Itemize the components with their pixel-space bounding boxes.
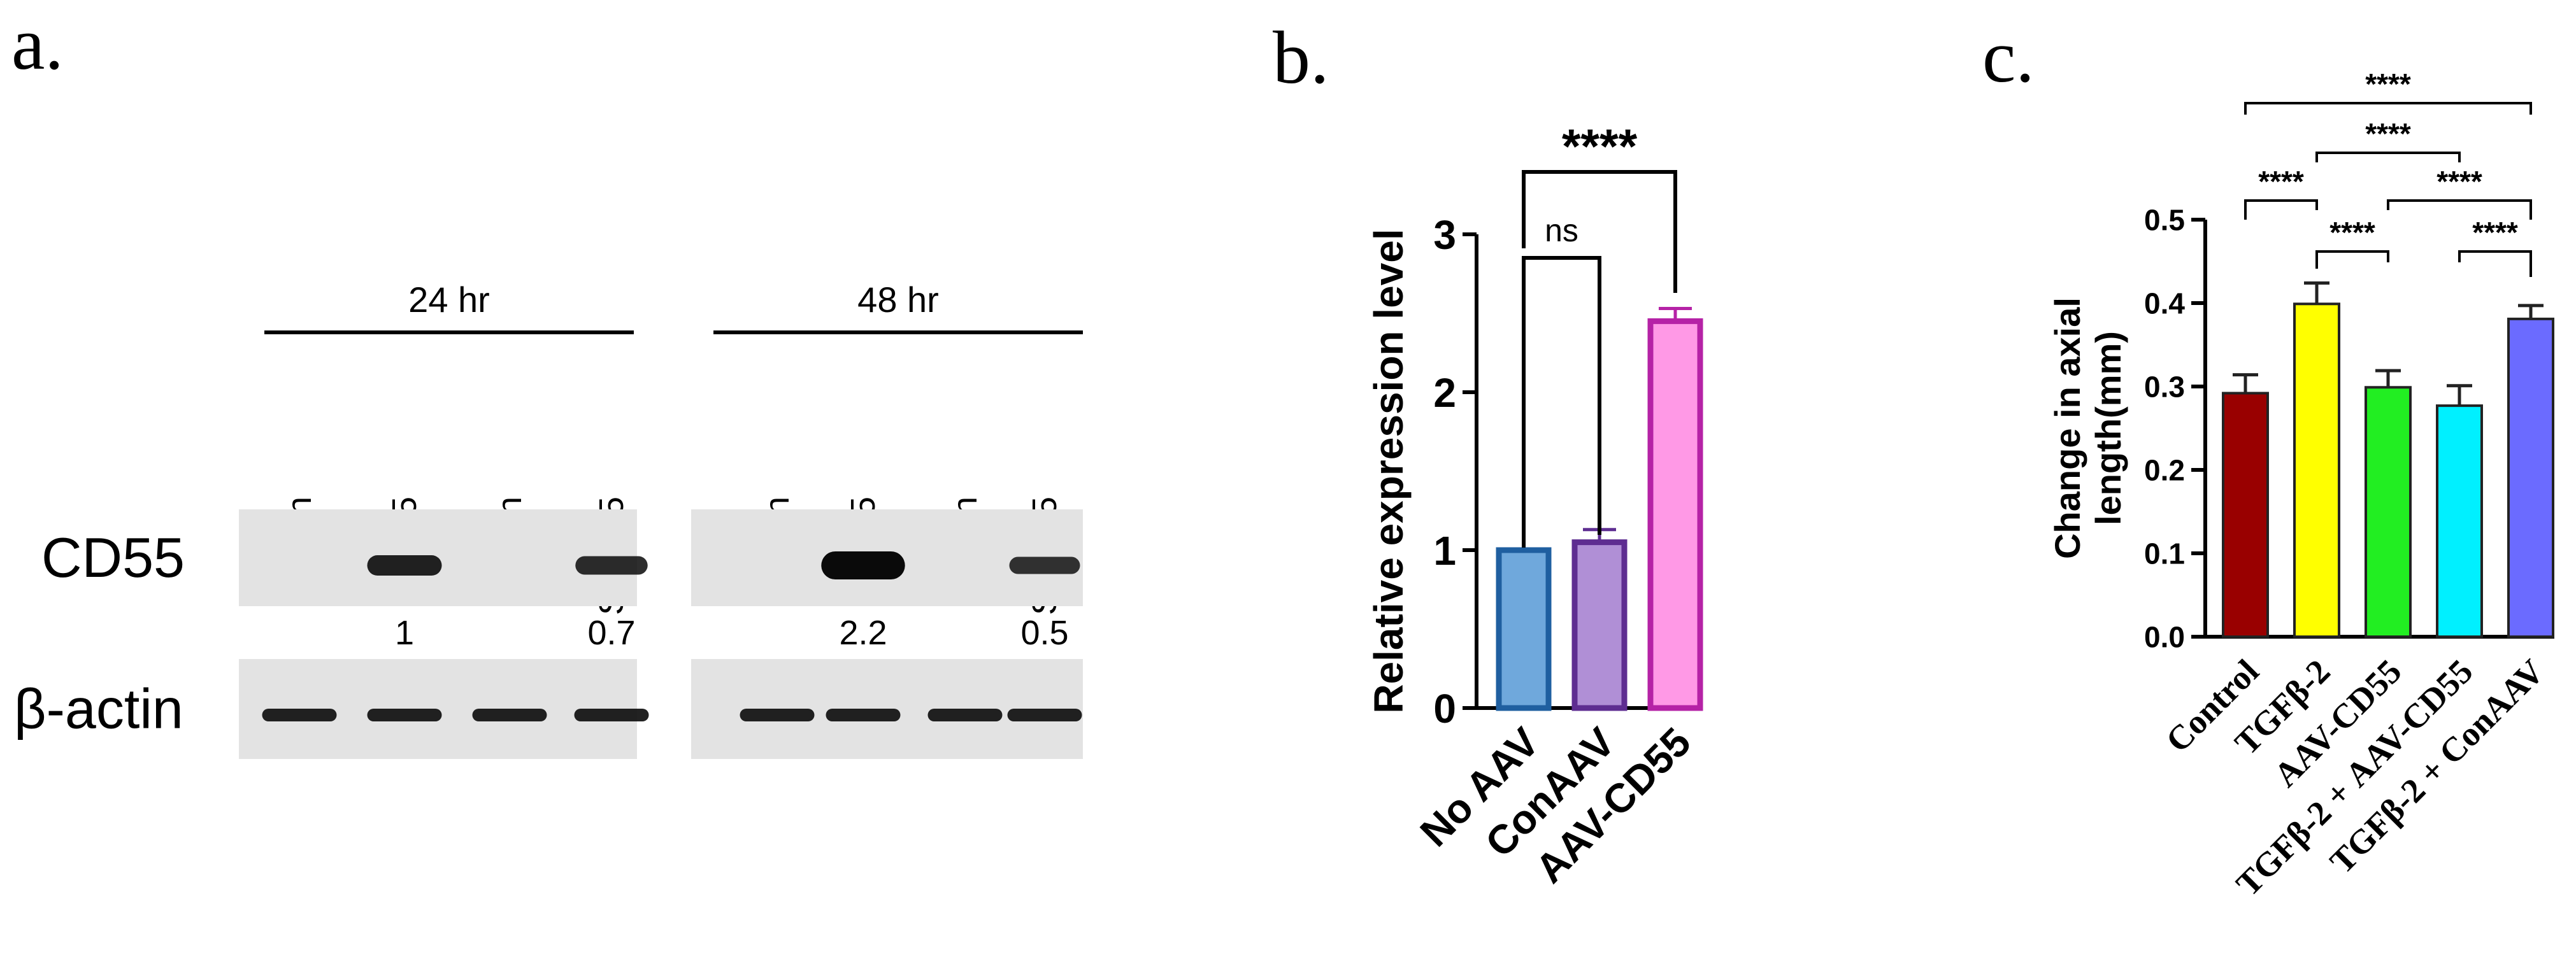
significance-bracket (2315, 250, 2389, 269)
blot-band (740, 709, 815, 721)
panel-b-label: b. (1273, 16, 1329, 99)
bar (1571, 539, 1628, 711)
band-quantification: 0.5 (1020, 614, 1068, 652)
time-group-label: 24 hr (408, 280, 490, 320)
blot-band (367, 555, 442, 576)
blot-band (1007, 709, 1082, 721)
y-tick-label: 0.5 (2144, 204, 2185, 237)
y-tick-label: 0.4 (2144, 287, 2185, 320)
bar (1647, 318, 1703, 711)
blot-band (367, 709, 442, 721)
y-tick-label: 0.3 (2144, 371, 2185, 404)
significance-bracket (2458, 250, 2532, 277)
blot-label: CD55 (41, 526, 185, 589)
bar (2365, 386, 2412, 638)
y-tick-label: 3 (1433, 212, 1456, 258)
significance-label: **** (2329, 216, 2375, 249)
bar (1496, 547, 1552, 711)
significance-label: **** (2258, 165, 2304, 198)
band-quantification: 2.2 (839, 614, 887, 652)
significance-bracket (2244, 102, 2532, 115)
significance-bracket (2315, 152, 2461, 162)
significance-label: **** (1562, 120, 1638, 174)
significance-label: **** (2472, 216, 2518, 249)
significance-bracket (1522, 256, 1601, 548)
band-quantification: 0.7 (587, 614, 635, 652)
y-tick-label: 0.0 (2144, 621, 2185, 654)
blot-band (575, 556, 648, 575)
chart-c: 0.00.10.20.30.40.5ControlTGFβ-2AAV-CD55T… (2047, 67, 2554, 904)
panel-a-label: a. (11, 2, 64, 85)
y-tick-label: 0 (1433, 686, 1456, 732)
blot-band (821, 551, 905, 579)
blot-band (927, 709, 1003, 721)
significance-label: **** (2365, 117, 2411, 150)
bar (2507, 317, 2554, 638)
blot-band (826, 709, 901, 721)
time-group-label: 48 hr (857, 280, 939, 320)
significance-label: **** (2365, 67, 2411, 101)
y-tick-label: 1 (1433, 528, 1456, 574)
bar (2436, 404, 2483, 638)
significance-bracket (1522, 170, 1677, 293)
bar (2293, 302, 2340, 638)
significance-label: **** (2436, 165, 2482, 198)
y-axis-label: Change in axial (2047, 297, 2087, 559)
blot-band (574, 709, 649, 721)
bar (2222, 392, 2269, 638)
blot-band (472, 709, 547, 721)
y-tick-label: 0.1 (2144, 537, 2185, 570)
y-tick-label: 2 (1433, 370, 1456, 416)
band-quantification: 1 (395, 614, 414, 652)
blot-band (1009, 556, 1080, 574)
significance-bracket (2387, 199, 2532, 220)
y-tick-label: 0.2 (2144, 454, 2185, 487)
y-axis-label: Relative expression level (1366, 229, 1412, 713)
significance-label: ns (1545, 213, 1578, 248)
blot-band (262, 709, 337, 721)
significance-bracket (2244, 199, 2318, 220)
western-blot-panel: 24 hrConCD55SiConSiCD5548 hrConCD55SiCon… (14, 280, 1083, 759)
y-axis-label: length(mm) (2088, 331, 2128, 525)
blot-label: β-actin (14, 677, 183, 741)
panel-c-label: c. (1982, 15, 2035, 98)
